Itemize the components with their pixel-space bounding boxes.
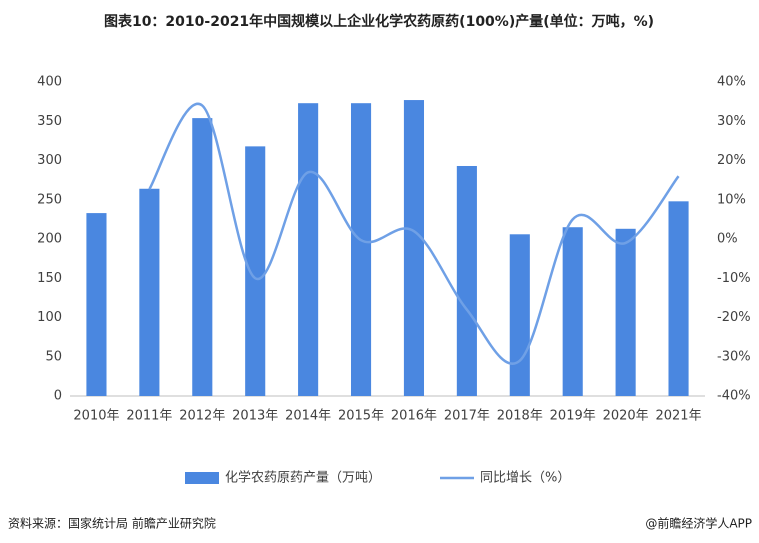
bar (668, 201, 689, 396)
y2-tick-label: -10% (717, 271, 751, 286)
bar (192, 118, 213, 397)
x-tick-label: 2018年 (497, 409, 543, 424)
y2-tick-label: 0% (717, 232, 738, 247)
bar (615, 228, 636, 396)
bar (350, 103, 372, 396)
chart-title: 图表10：2010-2021年中国规模以上企业化学农药原药(100%)产量(单位… (104, 13, 654, 30)
y2-tick-label: 30% (717, 114, 746, 129)
y-tick-label: 50 (45, 349, 62, 364)
bar (245, 146, 266, 396)
x-tick-label: 2015年 (338, 409, 384, 424)
legend-label: 同比增长（%） (480, 471, 570, 486)
y-tick-label: 400 (37, 75, 62, 90)
y2-tick-label: 10% (717, 192, 746, 207)
y2-tick-label: 20% (717, 153, 746, 168)
y-tick-label: 100 (37, 310, 62, 325)
source: 资料来源：国家统计局 前瞻产业研究院 (8, 516, 216, 531)
y-tick-label: 0 (54, 389, 62, 404)
bar (86, 213, 107, 396)
bar (139, 188, 160, 396)
x-tick-label: 2019年 (550, 409, 596, 424)
bar (298, 103, 319, 396)
x-tick-label: 2013年 (232, 409, 278, 424)
x-tick-label: 2017年 (444, 409, 490, 424)
x-tick-label: 2021年 (655, 409, 701, 424)
legend-swatch (185, 472, 219, 484)
x-tick-label: 2016年 (391, 409, 437, 424)
y-tick-label: 150 (37, 271, 62, 286)
x-tick-label: 2020年 (603, 409, 649, 424)
legend-label: 化学农药原药产量（万吨） (225, 470, 381, 486)
y-tick-label: 350 (37, 114, 62, 129)
bar (509, 234, 530, 396)
x-tick-label: 2014年 (285, 409, 331, 424)
bar (562, 227, 583, 396)
y2-tick-label: -20% (717, 310, 751, 325)
y2-tick-label: -40% (717, 389, 751, 404)
y2-tick-label: 40% (717, 75, 746, 90)
line (148, 102, 680, 365)
credit: @前瞻经济学人APP (645, 516, 752, 531)
y-tick-label: 200 (37, 232, 62, 247)
bar (456, 165, 477, 396)
x-tick-label: 2012年 (179, 409, 225, 424)
y2-tick-label: -30% (717, 349, 751, 364)
x-tick-label: 2011年 (126, 409, 172, 424)
bar (403, 100, 425, 397)
y-tick-label: 300 (37, 153, 62, 168)
x-tick-label: 2010年 (73, 409, 119, 424)
y-tick-label: 250 (37, 192, 62, 207)
